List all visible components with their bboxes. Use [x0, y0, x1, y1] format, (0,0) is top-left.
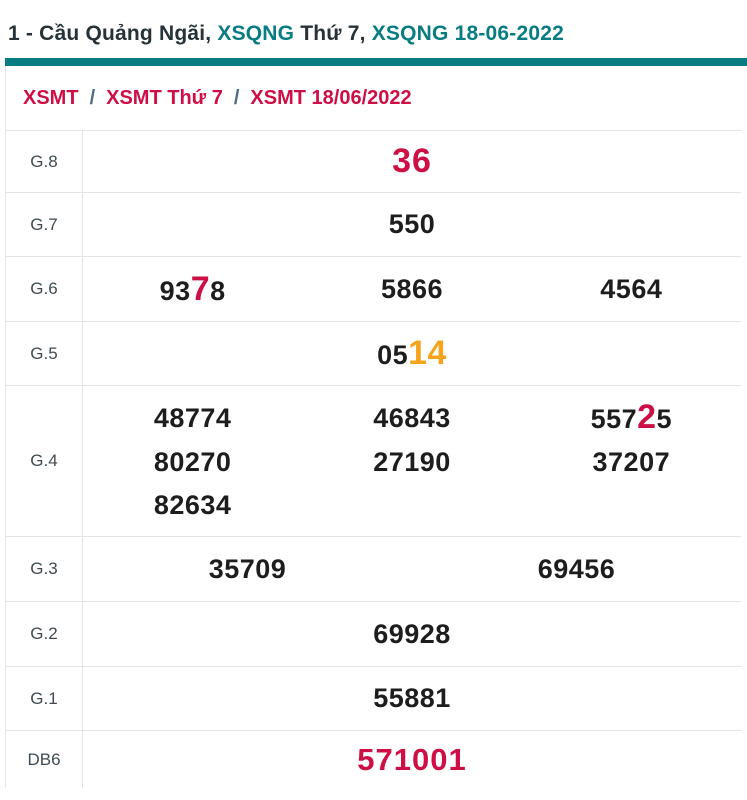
title-text-prefix: 1 - Cầu Quảng Ngãi, — [8, 22, 218, 45]
highlight-digit-red: 7 — [190, 269, 211, 308]
prize-value-g7: 550 — [388, 209, 436, 239]
prize-value-g4-7: 82634 — [153, 489, 232, 520]
prize-value-g6-2: 5866 — [380, 273, 444, 304]
prize-value-g6-1: 9378 — [159, 269, 226, 308]
title-link-xsqng-date[interactable]: XSQNG 18-06-2022 — [371, 22, 565, 45]
prize-value-g6-3: 4564 — [600, 273, 663, 304]
prize-row-g7: G.7 550 — [6, 192, 741, 256]
prize-value-db6: 571001 — [357, 741, 467, 777]
prize-value-g3-2: 69456 — [537, 553, 616, 584]
prize-value-g8: 36 — [392, 142, 432, 180]
prize-label-g3: G.3 — [6, 537, 83, 601]
prize-label-g7: G.7 — [6, 193, 83, 256]
breadcrumb-link-xsmt[interactable]: XSMT — [23, 86, 79, 109]
prize-row-g1: G.1 55881 — [6, 666, 741, 730]
title-text-middle: Thứ 7, — [294, 22, 372, 45]
prize-label-g4: G.4 — [6, 386, 83, 536]
prize-value-g2: 69928 — [373, 618, 451, 649]
prize-value-g4-2: 46843 — [373, 402, 451, 433]
prize-value-g5: 0514 — [377, 334, 447, 372]
prize-value-g4-4: 80270 — [153, 446, 232, 477]
prize-row-g4: G.4 48774 46843 55725 80270 27190 37207 … — [6, 385, 741, 536]
breadcrumb-link-xsmt-thu7[interactable]: XSMT Thứ 7 — [106, 86, 223, 109]
breadcrumb-separator: / — [89, 86, 96, 109]
prize-label-g1: G.1 — [6, 667, 83, 730]
accent-band — [5, 58, 747, 66]
prize-label-g5: G.5 — [6, 322, 83, 385]
prize-value-g3-1: 35709 — [208, 553, 287, 584]
prize-row-g3: G.3 35709 69456 — [6, 536, 741, 601]
prize-value-g4-1: 48774 — [153, 402, 232, 433]
highlight-digit-red: 2 — [637, 397, 657, 436]
prize-row-g2: G.2 69928 — [6, 601, 741, 666]
prize-label-g8: G.8 — [6, 131, 83, 192]
title-link-xsqng[interactable]: XSQNG — [217, 22, 295, 45]
breadcrumb: XSMT / XSMT Thứ 7 / XSMT 18/06/2022 — [6, 66, 741, 130]
breadcrumb-link-xsmt-date[interactable]: XSMT 18/06/2022 — [250, 86, 412, 109]
prize-row-g8: G.8 36 — [6, 130, 741, 192]
prize-value-g1: 55881 — [373, 683, 451, 713]
prize-value-g4-6: 37207 — [592, 446, 671, 477]
results-panel: XSMT / XSMT Thứ 7 / XSMT 18/06/2022 G.8 … — [5, 66, 741, 788]
prize-label-g2: G.2 — [6, 602, 83, 666]
prize-label-g6: G.6 — [6, 257, 83, 321]
prize-value-g4-3: 55725 — [590, 397, 673, 436]
breadcrumb-separator: / — [233, 86, 240, 109]
prize-row-db6: DB6 571001 — [6, 730, 741, 788]
highlight-digit-orange: 14 — [408, 334, 447, 372]
page-title: 1 - Cầu Quảng Ngãi, XSQNG Thứ 7, XSQNG 1… — [8, 20, 747, 48]
prize-value-g4-5: 27190 — [373, 446, 451, 477]
prize-row-g6: G.6 9378 5866 4564 — [6, 256, 741, 321]
prize-row-g5: G.5 0514 — [6, 321, 741, 385]
prize-label-db6: DB6 — [6, 731, 83, 788]
